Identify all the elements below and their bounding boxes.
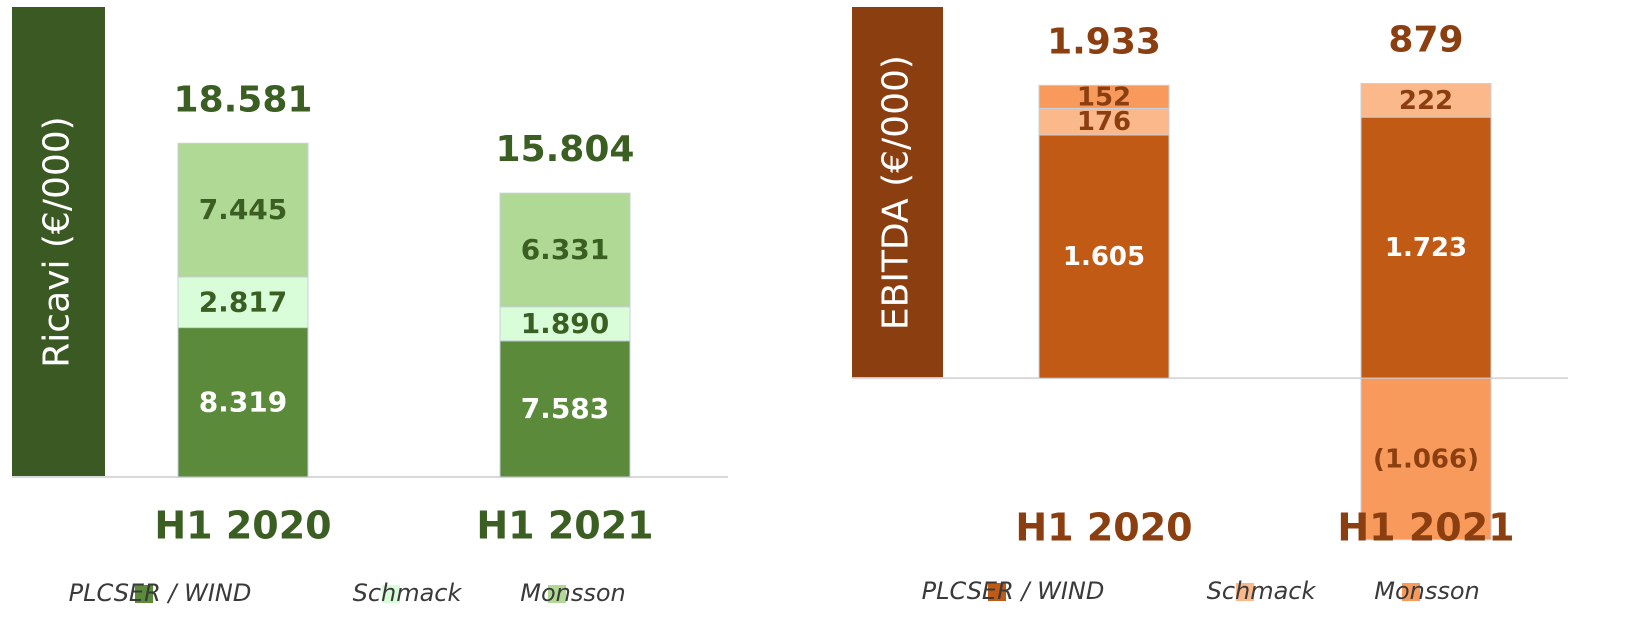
legend-swatch (1402, 583, 1420, 601)
bar-segment (1038, 84, 1170, 109)
legend-label: PLCSER / WIND (69, 579, 252, 607)
bar-segment (177, 142, 309, 278)
legend-swatch (1236, 583, 1254, 601)
value-label: 7.445 (199, 193, 288, 226)
y-axis-label: EBITDA (€/000) (876, 55, 917, 330)
total-label: 18.581 (174, 79, 313, 120)
category-label: H1 2021 (476, 504, 653, 548)
legend-label: PLCSER / WIND (922, 577, 1105, 605)
legend-label: Schmack (1207, 577, 1317, 605)
value-label: 8.319 (199, 385, 288, 418)
value-label: 1.723 (1385, 233, 1467, 263)
value-label: 176 (1077, 107, 1131, 137)
value-label: 6.331 (521, 233, 610, 266)
legend-swatch (135, 585, 153, 603)
axis-box (12, 7, 105, 477)
bar-segment (499, 192, 631, 308)
total-label: 879 (1388, 19, 1463, 60)
bar-segment (1038, 107, 1170, 136)
legend-swatch (548, 585, 566, 603)
legend-swatch (382, 585, 400, 603)
value-label: 2.817 (199, 285, 288, 318)
value-label: 1.605 (1063, 242, 1145, 272)
legend-label: Monsson (1374, 577, 1480, 605)
bar-segment (1360, 116, 1492, 379)
legend-label: Monsson (520, 579, 626, 607)
value-label: 1.890 (521, 307, 610, 340)
bar-segment (177, 327, 309, 478)
value-label: 222 (1399, 86, 1453, 116)
axis-box (852, 7, 943, 379)
total-label: 15.804 (496, 129, 635, 170)
bar-segment (177, 276, 309, 329)
total-label: 1.933 (1047, 21, 1161, 62)
value-label: (1.066) (1373, 444, 1479, 474)
bar-segment (1360, 82, 1492, 118)
value-label: 152 (1077, 82, 1131, 112)
legend-label: Schmack (353, 579, 463, 607)
category-label: H1 2020 (154, 504, 331, 548)
category-label: H1 2020 (1015, 506, 1192, 550)
bar-segment (499, 340, 631, 478)
legend-swatch (988, 583, 1006, 601)
category-label: H1 2021 (1337, 506, 1514, 550)
value-label: 7.583 (521, 392, 610, 425)
bar-segment (1038, 134, 1170, 379)
y-axis-label: Ricavi (€/000) (37, 116, 78, 367)
bar-segment (1360, 377, 1492, 541)
bar-segment (499, 306, 631, 342)
